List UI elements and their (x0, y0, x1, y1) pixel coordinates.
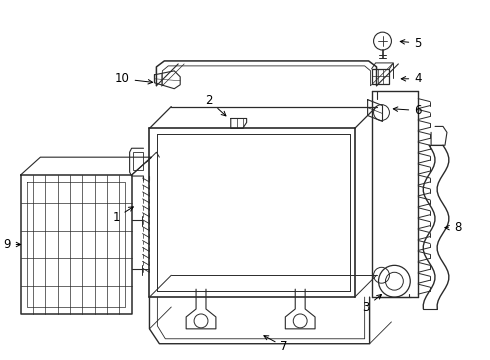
Text: 10: 10 (115, 72, 152, 85)
Text: 5: 5 (400, 37, 421, 50)
Text: 3: 3 (362, 294, 382, 314)
Text: 8: 8 (445, 221, 461, 234)
Text: 6: 6 (393, 104, 422, 117)
Text: 7: 7 (264, 336, 288, 353)
Text: 1: 1 (112, 207, 133, 224)
Bar (371, 69, 390, 84)
Text: 2: 2 (205, 94, 226, 116)
Text: 4: 4 (401, 72, 422, 85)
Text: 9: 9 (3, 238, 21, 251)
Bar (133, 152, 143, 170)
